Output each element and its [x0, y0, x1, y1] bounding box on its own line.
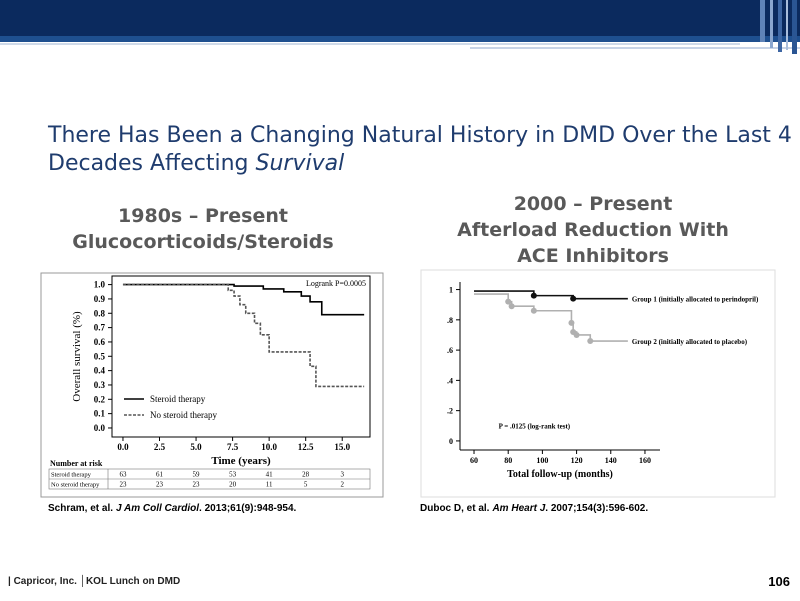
- risk-count: 23: [193, 481, 201, 489]
- footer: | Capricor, Inc. │KOL Lunch on DMD: [8, 574, 180, 588]
- header-bar: [0, 0, 800, 36]
- citation: Schram, et al. J Am Coll Cardiol. 2013;61…: [48, 503, 297, 514]
- y-tick-label: 0.4: [94, 366, 106, 376]
- y-tick-label: .8: [447, 316, 453, 325]
- risk-count: 23: [156, 481, 164, 489]
- legend-label: Group 2 (initially allocated to placebo): [632, 338, 748, 346]
- risk-count: 20: [229, 481, 237, 489]
- chart-frame: [420, 269, 776, 498]
- column-heading: Glucocorticoids/Steroids: [72, 231, 333, 253]
- x-tick-label: 80: [504, 456, 512, 465]
- citation-journal: Am Heart J: [491, 503, 545, 514]
- legend-label: Group 1 (initially allocated to perindop…: [632, 296, 759, 304]
- x-tick-label: 100: [536, 456, 548, 465]
- citation-authors: Schram, et al.: [48, 503, 113, 514]
- censor-dot: [568, 319, 575, 326]
- risk-count: 63: [119, 471, 127, 479]
- y-tick-label: 0.2: [94, 394, 106, 404]
- survival-curve: [122, 283, 365, 316]
- risk-count: 23: [119, 481, 127, 489]
- x-tick-label: 15.0: [334, 442, 350, 452]
- risk-count: 41: [266, 471, 274, 479]
- risk-count: 59: [193, 471, 201, 479]
- risk-count: 3: [340, 471, 344, 479]
- x-axis-label: Time (years): [211, 455, 271, 467]
- risk-count: 2: [340, 481, 344, 489]
- risk-count: 61: [156, 471, 164, 479]
- column-heading: 2000 – Present: [514, 193, 673, 215]
- risk-count: 5: [304, 481, 308, 489]
- y-axis-label: Overall survival (%): [71, 311, 83, 402]
- censor-dot: [530, 307, 537, 314]
- y-tick-label: .6: [447, 346, 453, 355]
- x-tick-label: 7.5: [227, 442, 239, 452]
- x-tick-label: 120: [571, 456, 583, 465]
- y-tick-label: .4: [447, 376, 453, 385]
- y-tick-label: 0.9: [94, 294, 106, 304]
- x-axis-label: Total follow-up (months): [507, 469, 613, 480]
- risk-row-label: No steroid therapy: [51, 482, 100, 489]
- y-tick-label: 0.3: [94, 380, 106, 390]
- citation-journal: J Am Coll Cardiol: [116, 503, 199, 514]
- slide-title: Decades Affecting: [48, 151, 249, 176]
- y-tick-label: 0: [449, 437, 453, 446]
- risk-table-title: Number at risk: [50, 459, 103, 468]
- header-stripe: [0, 36, 800, 42]
- header-stripes: [760, 0, 797, 54]
- survival-curve: [122, 283, 365, 388]
- column-heading: ACE Inhibitors: [517, 245, 669, 267]
- x-tick-label: 160: [639, 456, 651, 465]
- annotation: Logrank P=0.0005: [306, 279, 366, 288]
- x-tick-label: 2.5: [154, 442, 166, 452]
- censor-dot: [508, 303, 515, 310]
- censor-dot: [505, 298, 512, 305]
- censor-dot: [573, 331, 580, 338]
- x-tick-label: 60: [470, 456, 478, 465]
- censor-dot: [570, 295, 577, 302]
- risk-count: 53: [229, 471, 237, 479]
- column-heading: 1980s – Present: [118, 205, 288, 227]
- x-tick-label: 5.0: [190, 442, 202, 452]
- y-tick-label: 1.0: [94, 280, 106, 290]
- legend-label: No steroid therapy: [150, 410, 217, 420]
- x-tick-label: 140: [605, 456, 617, 465]
- risk-row-label: Steroid therapy: [51, 472, 92, 479]
- y-tick-label: 0.1: [94, 409, 106, 419]
- censor-dot: [530, 292, 537, 299]
- slide-title: There Has Been a Changing Natural Histor…: [47, 123, 792, 148]
- annotation: P = .0125 (log-rank test): [499, 423, 571, 431]
- slide-title-emphasis: Survival: [256, 151, 345, 176]
- slide-title: Decades Affecting Survival: [48, 151, 344, 176]
- x-tick-label: 12.5: [298, 442, 314, 452]
- citation: Duboc D, et al. Am Heart J. 2007;154(3):5…: [420, 503, 648, 514]
- x-tick-label: 0.0: [117, 442, 129, 452]
- y-tick-label: 0.7: [94, 323, 106, 333]
- page-number: 106: [768, 574, 790, 589]
- citation-details: . 2007;154(3):596-602.: [545, 503, 648, 514]
- risk-count: 28: [302, 471, 310, 479]
- x-tick-label: 10.0: [261, 442, 277, 452]
- risk-count: 11: [266, 481, 273, 489]
- chart: 0.0 0.1 0.2 0.3 0.4 0.5 0.6 0.7 0.8 0.9 1.0 0.0 2.5 5…: [48, 275, 371, 490]
- legend-label: Steroid therapy: [150, 394, 206, 404]
- y-tick-label: 1: [449, 286, 453, 295]
- citation-details: . 2013;61(9):948-954.: [199, 503, 297, 514]
- y-tick-label: 0.8: [94, 308, 106, 318]
- column-heading: Afterload Reduction With: [457, 219, 729, 241]
- y-tick-label: 0.0: [94, 423, 106, 433]
- y-tick-label: 0.6: [94, 337, 106, 347]
- chart-frame: [40, 272, 384, 498]
- y-tick-label: 0.5: [94, 351, 106, 361]
- citation-authors: Duboc D, et al.: [420, 503, 490, 514]
- y-tick-label: .2: [447, 407, 453, 416]
- survival-curve: [474, 290, 628, 300]
- censor-dot: [587, 338, 594, 345]
